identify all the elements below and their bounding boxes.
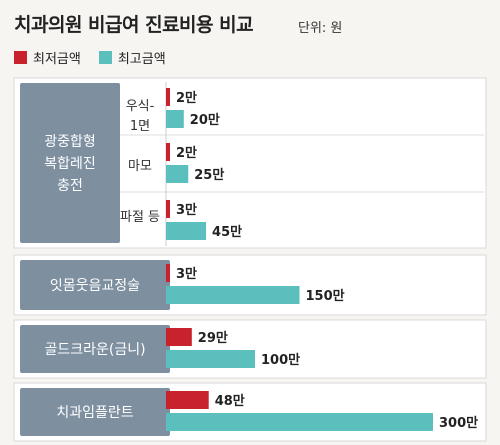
chart-title: 치과의원 비급여 진료비용 비교 <box>14 14 254 36</box>
value-label-min: 2만 <box>176 145 197 161</box>
value-label-min: 2만 <box>176 90 197 106</box>
legend-item-max: 최고금액 <box>98 48 166 67</box>
value-label-min: 48만 <box>215 393 245 409</box>
bar-max <box>166 350 255 368</box>
value-label-max: 300만 <box>439 415 478 431</box>
value-label-min: 3만 <box>176 202 197 218</box>
legend-swatch-max <box>98 51 112 64</box>
bar-min <box>166 88 170 106</box>
category-label: 우식-1면 <box>126 99 155 134</box>
legend-item-min: 최저금액 <box>14 48 81 67</box>
value-label-max: 25만 <box>194 167 224 183</box>
group-label: 잇몸웃음교정술 <box>50 278 140 294</box>
group-label-box <box>20 325 170 373</box>
unit-label: 단위: 원 <box>298 21 343 36</box>
bar-min <box>166 200 170 218</box>
group-label: 골드크라운(금니) <box>44 342 145 358</box>
category-label: 파절 등 <box>120 210 160 225</box>
legend-label-min: 최저금액 <box>33 52 81 67</box>
value-label-max: 100만 <box>261 352 300 368</box>
bar-min <box>166 264 170 282</box>
value-label-max: 20만 <box>190 112 220 128</box>
value-label-max: 45만 <box>212 224 242 240</box>
value-label-max: 150만 <box>306 288 345 304</box>
bar-max <box>166 222 207 240</box>
legend-label-max: 최고금액 <box>117 52 166 67</box>
bar-min <box>166 391 209 409</box>
bar-min <box>166 328 192 346</box>
bar-max <box>166 110 184 128</box>
group-label-box <box>20 83 120 243</box>
group-label: 치과임플란트 <box>56 405 133 421</box>
bar-max <box>166 165 189 183</box>
group-label-box <box>20 388 170 436</box>
bar-min <box>166 143 170 161</box>
value-label-min: 29만 <box>198 330 228 346</box>
group-label: 광중합형 복합레진 충전 <box>44 134 96 194</box>
category-label: 마모 <box>128 159 152 174</box>
legend: 최저금액 최고금액 <box>14 48 184 67</box>
bar-max <box>166 286 300 304</box>
bar-max <box>166 413 433 431</box>
group-label-box <box>20 260 170 310</box>
legend-swatch-min <box>14 51 27 64</box>
value-label-min: 3만 <box>176 266 197 282</box>
